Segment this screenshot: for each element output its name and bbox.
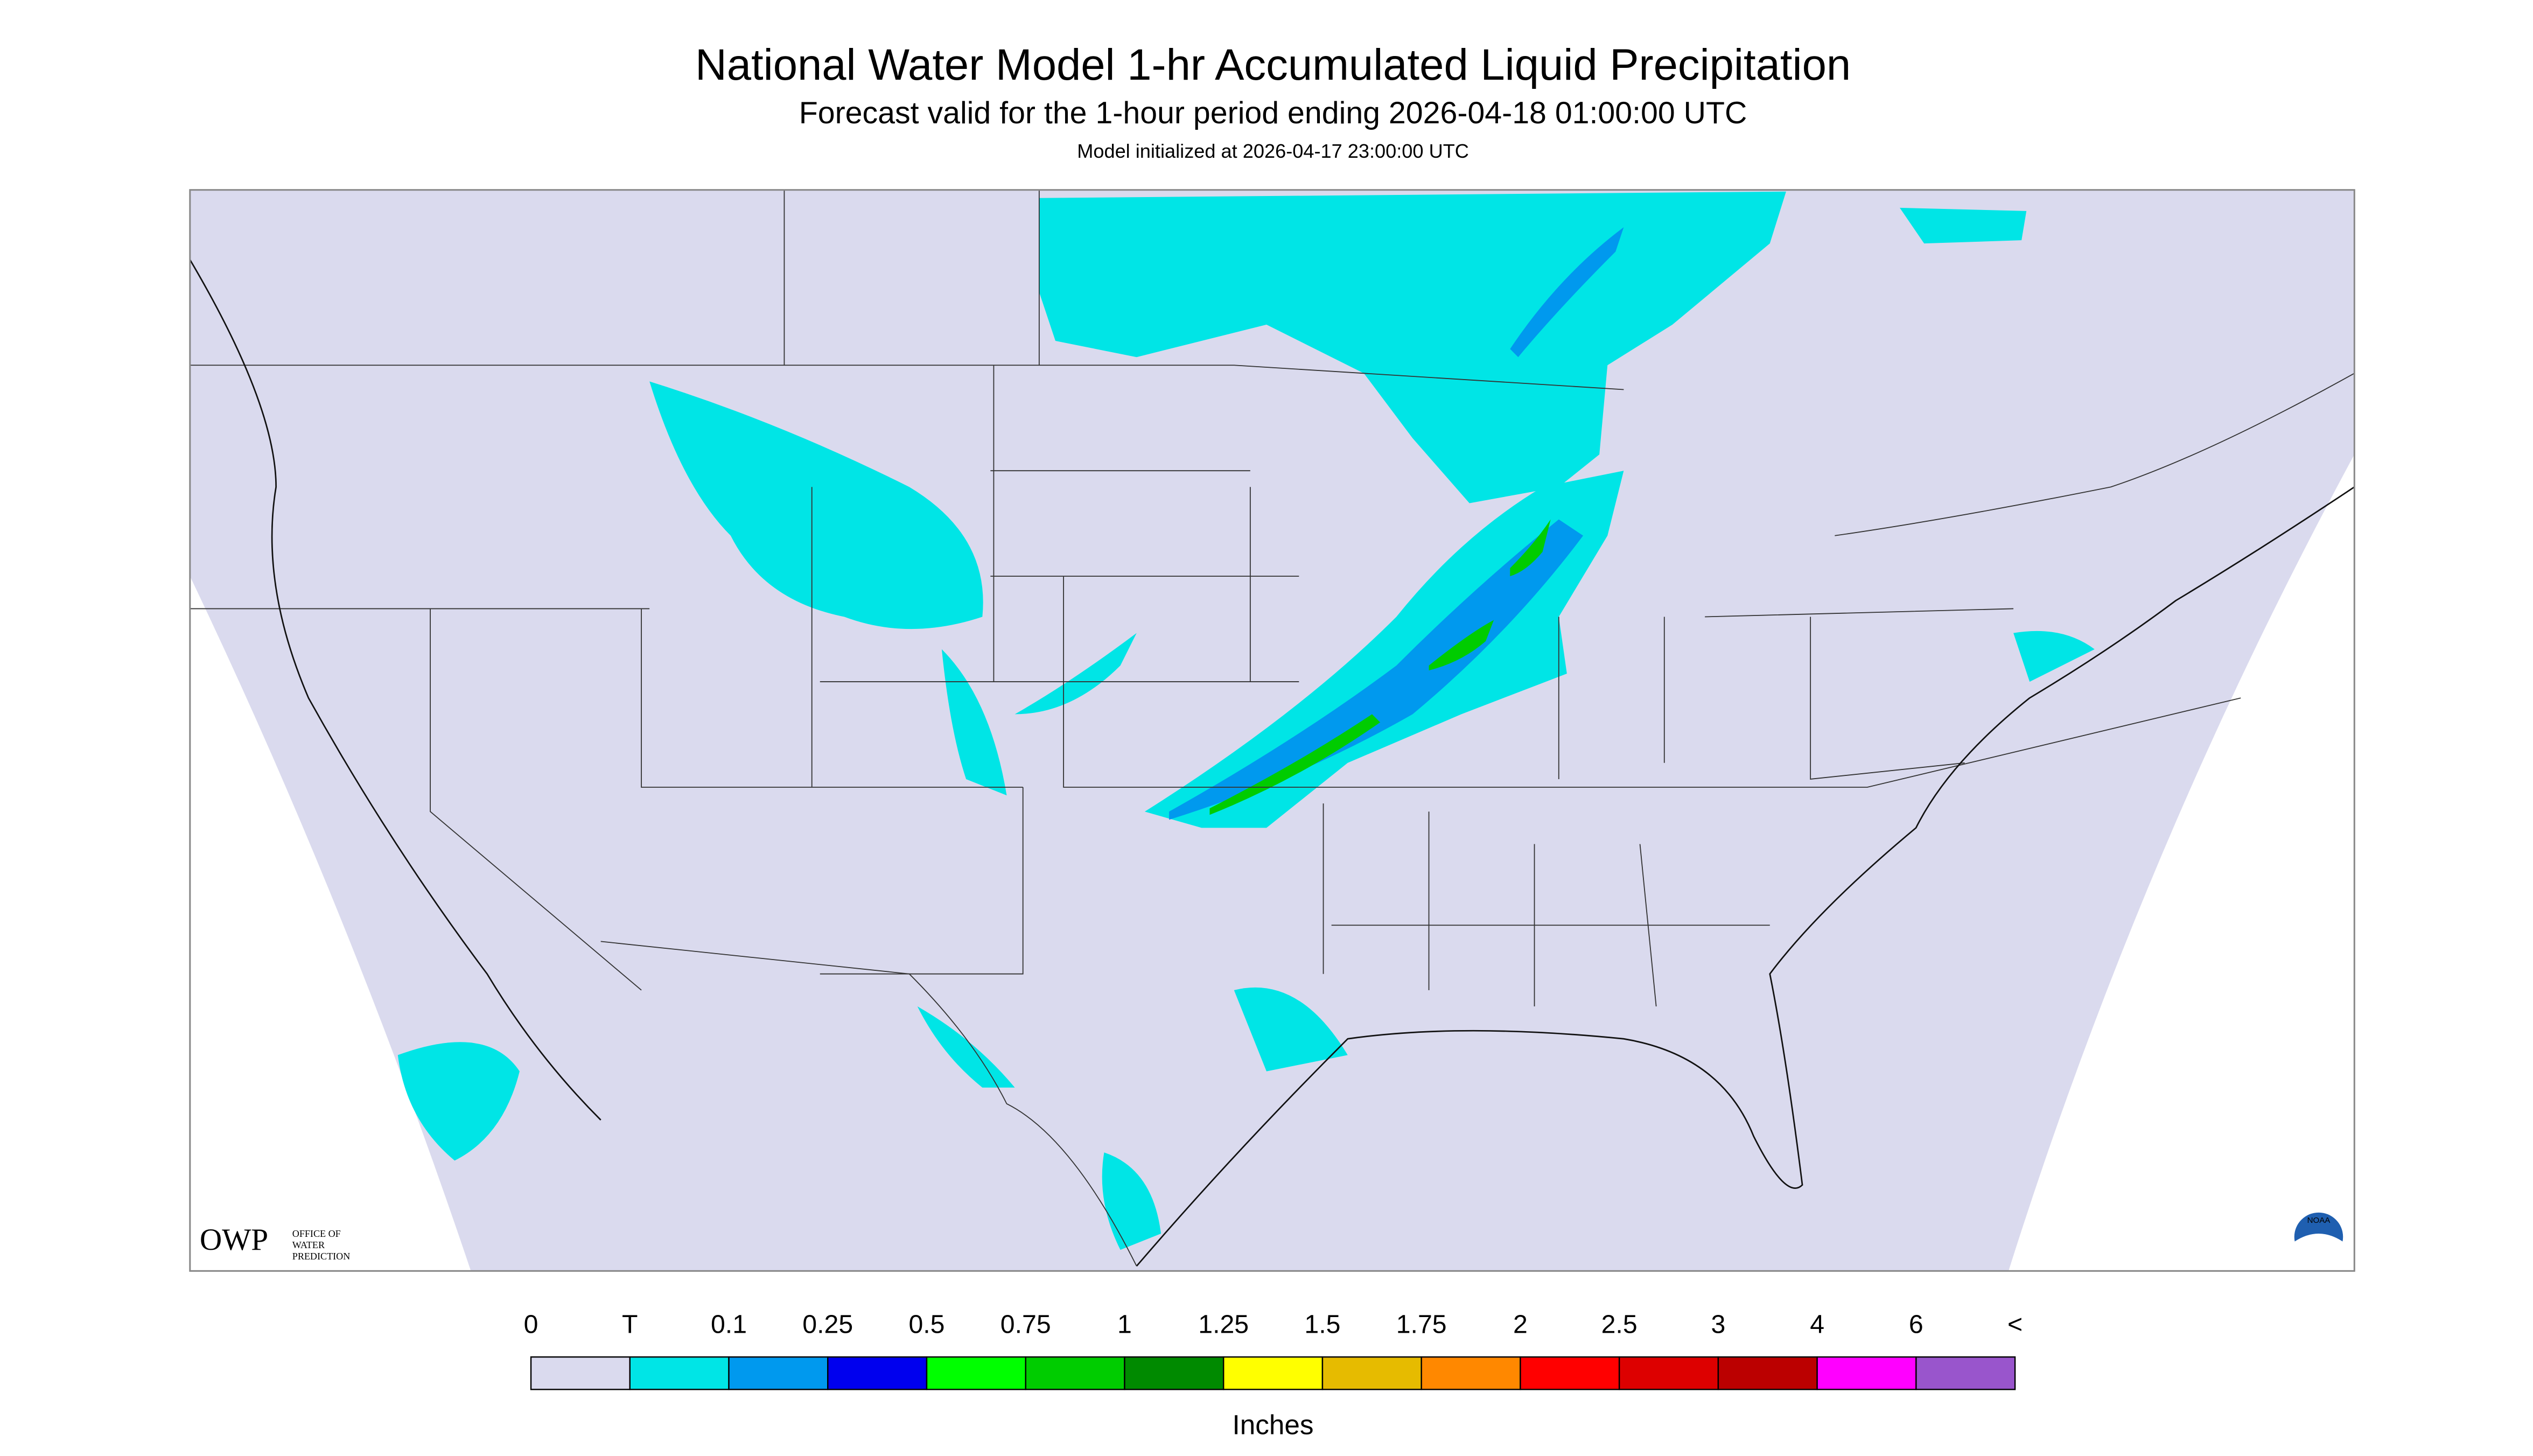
colorbar-label: T	[622, 1310, 638, 1339]
owp-logo-text: WATER	[292, 1240, 325, 1250]
owp-logo-text: OFFICE OF	[292, 1228, 341, 1239]
borders	[189, 190, 2355, 1267]
projection-edge	[190, 576, 471, 1271]
noaa-logo-wave	[2294, 1234, 2343, 1266]
colorbar-label: <	[2007, 1310, 2023, 1339]
colorbar-cell	[926, 1356, 1026, 1390]
colorbar-label: 6	[1909, 1310, 1923, 1339]
colorbar-label: 0.1	[711, 1310, 747, 1339]
colorbar-unit: Inches	[1233, 1409, 1314, 1440]
colorbar-cell	[629, 1356, 730, 1390]
projection-edge	[2009, 454, 2355, 1271]
colorbar-label: 3	[1711, 1310, 1725, 1339]
precipitation	[397, 191, 2095, 1250]
colorbar-label: 0.5	[908, 1310, 944, 1339]
colorbar-label: 2.5	[1601, 1310, 1638, 1339]
colorbar-cell	[1025, 1356, 1125, 1390]
colorbar-cell	[530, 1356, 631, 1390]
colorbar-label: 1.25	[1198, 1310, 1249, 1339]
colorbar-label: 0.25	[802, 1310, 853, 1339]
colorbar-cell	[1618, 1356, 1719, 1390]
colorbar-label: 1	[1117, 1310, 1132, 1339]
colorbar-cell	[1124, 1356, 1224, 1390]
colorbar-cell	[1421, 1356, 1521, 1390]
colorbar-label: 1.75	[1396, 1310, 1447, 1339]
colorbar-cell	[1816, 1356, 1917, 1390]
colorbar-label: 1.5	[1304, 1310, 1340, 1339]
colorbar-cell	[1520, 1356, 1620, 1390]
colorbar-cell	[1717, 1356, 1818, 1390]
colorbar-cell	[1222, 1356, 1324, 1390]
owp-logo: OWP	[200, 1223, 268, 1257]
colorbar-label: 0.75	[1000, 1310, 1051, 1339]
colorbar-label: 2	[1513, 1310, 1528, 1339]
noaa-logo-text: NOAA	[2307, 1216, 2331, 1225]
colorbar-label: 0	[524, 1310, 538, 1339]
colorbar-cell	[1321, 1356, 1422, 1390]
title: National Water Model 1-hr Accumulated Li…	[695, 40, 1851, 89]
subtitle: Forecast valid for the 1-hour period end…	[799, 96, 1747, 130]
colorbar-cell	[827, 1356, 928, 1390]
colorbar-cell	[1915, 1356, 2016, 1390]
colorbar-label: 4	[1810, 1310, 1824, 1339]
colorbar: 0 T 0.1 0.25 0.5 0.75 1 1.25 1.5 1.75 2 2.5 3 4 6 <	[524, 1310, 2023, 1390]
map-frame	[189, 189, 2355, 1272]
init-note: Model initialized at 2026-04-17 23:00:00…	[1077, 140, 1469, 162]
map: OWP OFFICE OF WATER PREDICTION NOAA	[189, 189, 2355, 1272]
owp-logo-text: PREDICTION	[292, 1251, 350, 1262]
colorbar-cell	[728, 1356, 829, 1390]
